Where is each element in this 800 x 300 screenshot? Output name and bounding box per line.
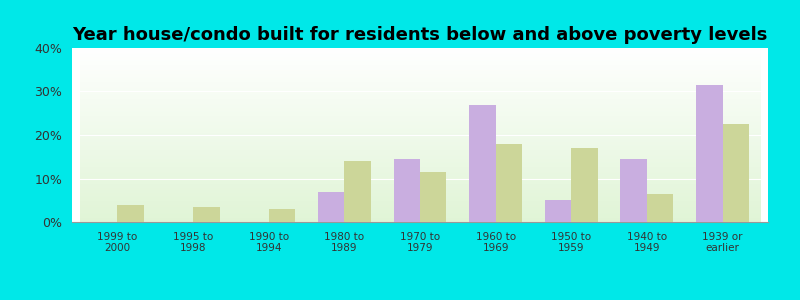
Bar xyxy=(496,144,522,222)
Bar xyxy=(118,205,144,222)
Bar xyxy=(469,104,496,222)
Bar xyxy=(193,207,219,222)
Title: Year house/condo built for residents below and above poverty levels: Year house/condo built for residents bel… xyxy=(72,26,768,44)
Bar xyxy=(621,159,647,222)
Bar xyxy=(722,124,749,222)
Bar xyxy=(394,159,420,222)
Bar xyxy=(269,209,295,222)
Bar xyxy=(344,161,371,222)
Legend: Owners below poverty level, Owners above poverty level: Owners below poverty level, Owners above… xyxy=(201,297,639,300)
Bar xyxy=(647,194,674,222)
Bar xyxy=(420,172,446,222)
Bar xyxy=(545,200,571,222)
Bar xyxy=(318,191,344,222)
Bar xyxy=(696,85,722,222)
Bar xyxy=(571,148,598,222)
